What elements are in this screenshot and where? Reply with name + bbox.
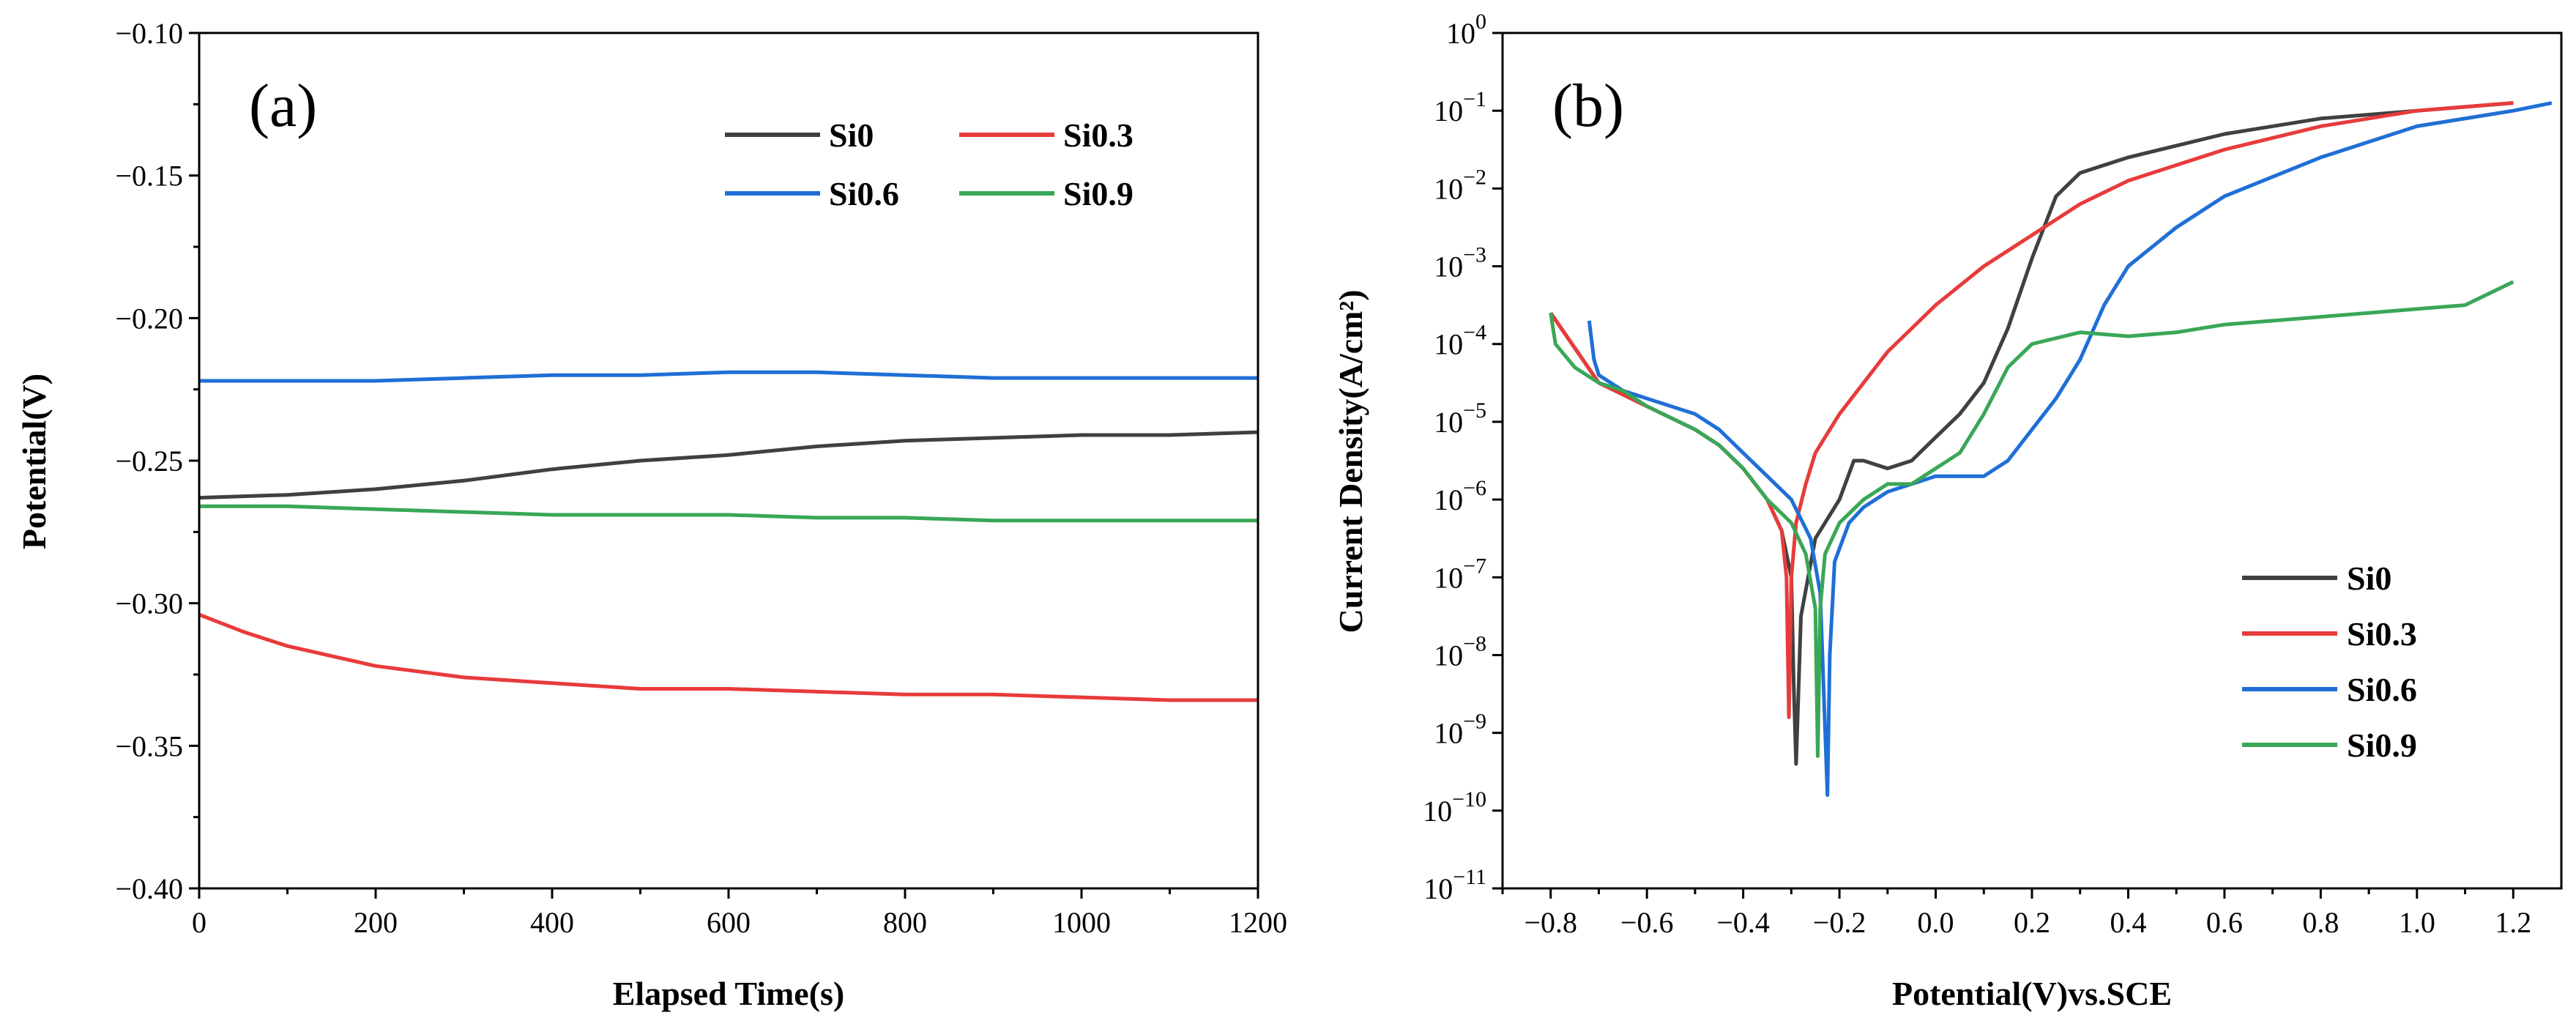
series-line-Si0.9	[199, 504, 1258, 523]
panel-b-label: (b)	[1552, 72, 1624, 140]
a-xtick-label: 1000	[1052, 906, 1111, 939]
b-ytick-label: 10−3	[1434, 243, 1486, 283]
legend-label-Si0: Si0	[2347, 560, 2391, 597]
b-ytick-label: 10−9	[1434, 710, 1486, 750]
panel-a-legend: Si0 Si0.3 Si0.6 Si0.9	[725, 116, 1133, 212]
a-ytick-label: −0.15	[115, 160, 183, 193]
a-xtick-label: 600	[707, 906, 751, 939]
b-xtick-label: −0.2	[1813, 906, 1866, 939]
b-xtick-label: −0.4	[1716, 906, 1770, 939]
a-ytick-label: −0.25	[115, 445, 183, 478]
legend-label-Si0.3: Si0.3	[2347, 615, 2417, 653]
series-line-Si0.9	[1549, 280, 2514, 758]
legend-label-Si0.3: Si0.3	[1063, 116, 1133, 154]
panel-a-xlabel: Elapsed Time(s)	[613, 975, 845, 1012]
b-xtick-label: 0.8	[2302, 906, 2339, 939]
b-ytick-label: 10−1	[1434, 87, 1486, 127]
a-xtick-label: 200	[354, 906, 398, 939]
panel-b-ylabel: Current Density(A/cm²)	[1332, 289, 1369, 633]
legend-label-Si0.9: Si0.9	[2347, 727, 2417, 764]
a-ytick-label: −0.10	[115, 17, 183, 50]
panel-b-polarization: −0.8 −0.6 −0.4 −0.2 0.0 0.2 0.4 0.6 0.8 1.0 1.2 10−…	[1332, 10, 2563, 1012]
b-ytick-label: 10−8	[1434, 631, 1486, 672]
b-ytick-label: 100	[1446, 10, 1486, 50]
b-xtick-label: 0.4	[2110, 906, 2146, 939]
a-ytick-label: −0.20	[115, 302, 183, 335]
panel-a-potential-vs-time: 0 200 400 600 800 1000 1200 −0.40 −0.35 −0.30 −0.2…	[15, 17, 1287, 1012]
b-xtick-label: −0.8	[1524, 906, 1577, 939]
panel-a-ticks: 0 200 400 600 800 1000 1200 −0.40 −0.35 −0.30 −0.2…	[115, 17, 1287, 939]
series-line-Si0.6	[1587, 101, 2553, 798]
a-ytick-label: −0.35	[115, 729, 183, 762]
b-ytick-label: 10−6	[1434, 476, 1486, 516]
a-xtick-label: 1200	[1229, 906, 1287, 939]
b-ytick-label: 10−10	[1423, 787, 1486, 828]
legend-label-Si0.6: Si0.6	[829, 175, 899, 212]
series-line-Si0	[198, 430, 1259, 500]
b-xtick-label: 1.2	[2495, 906, 2531, 939]
b-ytick-label: 10−4	[1434, 321, 1486, 361]
b-ytick-label: 10−2	[1434, 165, 1486, 205]
series-line-Si0.3	[198, 612, 1258, 702]
a-ytick-label: −0.40	[115, 872, 183, 905]
a-xtick-label: 0	[192, 906, 206, 939]
series-line-Si0	[1549, 101, 2514, 766]
panel-a-plot-frame	[198, 31, 1259, 890]
panel-b-series	[1549, 101, 2553, 798]
b-ytick-label: 10−5	[1434, 398, 1486, 439]
b-xtick-label: 1.0	[2399, 906, 2435, 939]
a-ytick-label: −0.30	[115, 587, 183, 620]
a-xtick-label: 800	[883, 906, 927, 939]
legend-label-Si0.6: Si0.6	[2347, 671, 2417, 708]
b-ytick-label: 10−7	[1434, 554, 1486, 594]
panel-a-label: (a)	[249, 72, 317, 140]
b-xtick-label: 0.2	[2014, 906, 2050, 939]
legend-label-Si0: Si0	[829, 116, 874, 154]
panel-b-xlabel: Potential(V)vs.SCE	[1892, 975, 2172, 1012]
legend-label-Si0.9: Si0.9	[1063, 175, 1133, 212]
panel-a-ylabel: Potential(V)	[15, 374, 53, 549]
panel-a-series	[198, 370, 1259, 702]
series-line-Si0.6	[199, 370, 1258, 383]
panel-b-ticks: −0.8 −0.6 −0.4 −0.2 0.0 0.2 0.4 0.6 0.8 1.0 1.2 10−…	[1423, 10, 2531, 939]
a-xtick-label: 400	[530, 906, 574, 939]
panel-b-plot-frame	[1501, 31, 2563, 890]
b-xtick-label: 0.0	[1918, 906, 1954, 939]
b-xtick-label: 0.6	[2206, 906, 2243, 939]
panel-b-legend: Si0 Si0.3 Si0.6 Si0.9	[2242, 560, 2417, 764]
b-xtick-label: −0.6	[1620, 906, 1674, 939]
b-ytick-label: 10−11	[1423, 865, 1486, 905]
